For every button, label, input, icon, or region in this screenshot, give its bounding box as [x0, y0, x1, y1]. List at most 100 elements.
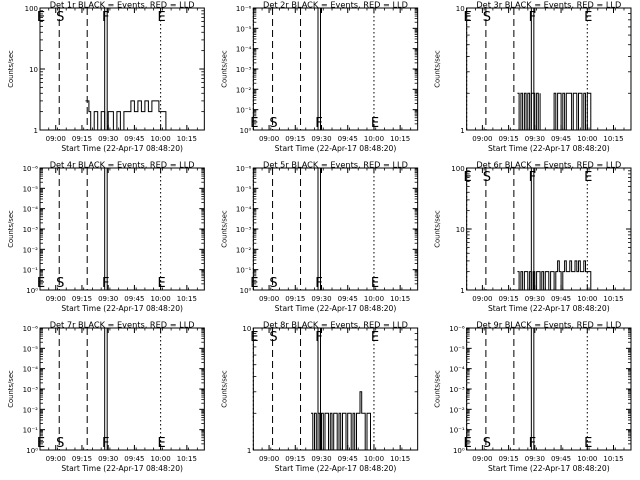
x-tick-label: 09:30	[311, 135, 331, 143]
detector-panel-9: Det 9r BLACK = Events, RED = LLD 10⁰ 10⁻¹ 1…	[434, 320, 632, 473]
x-tick-label: 10:00	[577, 455, 597, 463]
panel-title: Det 5r BLACK = Events, RED = LLD	[263, 160, 408, 170]
y-tick-label: 10⁻¹	[236, 267, 252, 275]
y-tick-label: 10	[242, 325, 251, 333]
event-marker-label: E	[371, 116, 379, 131]
event-marker-label: S	[483, 436, 491, 451]
event-marker-label: E	[250, 276, 258, 291]
x-axis-label: Start Time (22-Apr-17 08:48:20)	[275, 304, 397, 313]
event-marker-label: E	[464, 436, 472, 451]
event-series-line	[552, 92, 593, 131]
y-tick-label: 1	[247, 447, 251, 455]
panel-title: Det 6r BLACK = Events, RED = LLD	[476, 160, 621, 170]
x-tick-label: 10:00	[364, 135, 384, 143]
event-marker-label: E	[158, 10, 166, 25]
panel-title: Det 2r BLACK = Events, RED = LLD	[263, 0, 408, 10]
y-tick-label: 10⁻¹	[23, 427, 39, 435]
panel-title: Det 4r BLACK = Events, RED = LLD	[50, 160, 195, 170]
x-tick-label: 10:00	[577, 135, 597, 143]
x-tick-label: 09:00	[259, 295, 279, 303]
y-axis-label: Counts/sec	[220, 210, 228, 248]
y-tick-label: 10⁻²	[23, 246, 39, 254]
event-marker-label: S	[269, 276, 277, 291]
x-tick-label: 09:30	[98, 295, 118, 303]
event-marker-label: F	[529, 10, 536, 25]
y-tick-label: 10	[456, 226, 465, 234]
plot-frame	[252, 327, 419, 451]
x-axis-label: Start Time (22-Apr-17 08:48:20)	[488, 464, 610, 473]
y-tick-label: 10⁻³	[236, 226, 252, 234]
x-tick-label: 09:30	[525, 135, 545, 143]
x-tick-label: 10:15	[603, 455, 623, 463]
y-tick-label: 10⁻⁵	[236, 185, 252, 193]
event-marker-label: F	[102, 436, 109, 451]
x-tick-label: 10:15	[603, 295, 623, 303]
event-series-line	[85, 100, 170, 131]
x-tick-label: 10:00	[151, 295, 171, 303]
event-marker-label: E	[464, 10, 472, 25]
event-marker-label: E	[584, 436, 592, 451]
x-tick-label: 09:45	[551, 135, 571, 143]
x-axis-label: Start Time (22-Apr-17 08:48:20)	[61, 144, 183, 153]
y-axis-label: Counts/sec	[434, 370, 442, 408]
panel-title: Det 7r BLACK = Events, RED = LLD	[50, 320, 195, 330]
panel-title: Det 9r BLACK = Events, RED = LLD	[476, 320, 621, 330]
y-tick-label: 10⁰	[240, 127, 252, 135]
event-marker-label: E	[371, 330, 379, 345]
event-marker-label: E	[37, 10, 45, 25]
x-tick-label: 09:45	[551, 455, 571, 463]
x-axis-label: Start Time (22-Apr-17 08:48:20)	[488, 304, 610, 313]
y-tick-label: 100	[25, 5, 38, 13]
y-tick-label: 10⁻⁶	[236, 165, 252, 173]
event-marker-label: F	[102, 276, 109, 291]
x-tick-label: 10:15	[177, 135, 197, 143]
y-tick-label: 10⁻³	[23, 226, 39, 234]
event-marker-label: F	[529, 170, 536, 185]
x-tick-label: 09:15	[72, 135, 92, 143]
event-marker-label: F	[315, 330, 322, 345]
x-tick-label: 09:45	[124, 295, 144, 303]
x-tick-label: 09:15	[285, 135, 305, 143]
x-tick-label: 09:00	[46, 295, 66, 303]
event-marker-label: S	[483, 170, 491, 185]
plot-frame	[466, 7, 632, 131]
y-tick-label: 10⁻²	[236, 86, 252, 94]
x-tick-label: 09:00	[46, 455, 66, 463]
x-axis-label: Start Time (22-Apr-17 08:48:20)	[275, 464, 397, 473]
y-tick-label: 10⁻⁴	[236, 46, 252, 54]
event-marker-label: S	[56, 436, 64, 451]
x-tick-label: 09:00	[259, 135, 279, 143]
event-series-line	[311, 391, 371, 451]
y-tick-label: 1	[460, 287, 464, 295]
y-tick-label: 10⁻²	[236, 246, 252, 254]
event-marker-label: E	[464, 170, 472, 185]
x-tick-label: 09:15	[72, 455, 92, 463]
x-axis-label: Start Time (22-Apr-17 08:48:20)	[275, 144, 397, 153]
y-tick-label: 100	[451, 165, 464, 173]
x-tick-label: 10:00	[151, 455, 171, 463]
y-tick-label: 10	[29, 66, 38, 74]
x-tick-label: 09:45	[551, 295, 571, 303]
y-tick-label: 10⁰	[26, 447, 38, 455]
panel-title: Det 3r BLACK = Events, RED = LLD	[476, 0, 621, 10]
y-tick-label: 1	[34, 127, 38, 135]
x-tick-label: 10:00	[364, 455, 384, 463]
x-tick-label: 10:00	[364, 295, 384, 303]
event-series-line	[517, 260, 593, 291]
panel-title: Det 8r BLACK = Events, RED = LLD	[263, 320, 408, 330]
detector-panel-5: Det 5r BLACK = Events, RED = LLD 10⁰ 10⁻¹ 1…	[220, 160, 419, 313]
event-marker-label: F	[315, 276, 322, 291]
event-marker-label: F	[315, 116, 322, 131]
event-marker-label: S	[56, 10, 64, 25]
y-tick-label: 10⁰	[240, 287, 252, 295]
y-axis-label: Counts/sec	[220, 50, 228, 88]
detector-panel-3: Det 3r BLACK = Events, RED = LLD 1 10 09:00…	[434, 0, 632, 153]
event-marker-label: E	[158, 436, 166, 451]
x-axis-label: Start Time (22-Apr-17 08:48:20)	[61, 304, 183, 313]
event-marker-label: E	[250, 116, 258, 131]
x-tick-label: 10:15	[177, 455, 197, 463]
event-marker-label: E	[158, 276, 166, 291]
x-tick-label: 09:45	[124, 455, 144, 463]
detector-panel-6: Det 6r BLACK = Events, RED = LLD 1 10 100 09…	[434, 160, 632, 313]
